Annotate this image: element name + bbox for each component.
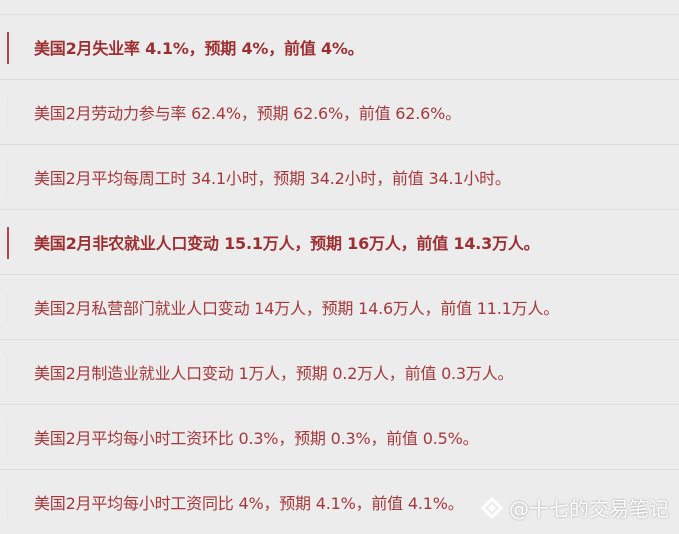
watermark: @十七的交易笔记 bbox=[481, 493, 669, 522]
list-item: 美国2月失业率 4.1%，预期 4%，前值 4%。 bbox=[0, 14, 679, 79]
accent-bar bbox=[7, 487, 8, 519]
accent-bar bbox=[7, 292, 8, 324]
item-text: 美国2月失业率 4.1%，预期 4%，前值 4%。 bbox=[34, 39, 364, 58]
item-text: 美国2月制造业就业人口变动 1万人，预期 0.2万人，前值 0.3万人。 bbox=[34, 364, 514, 383]
list-item: 美国2月制造业就业人口变动 1万人，预期 0.2万人，前值 0.3万人。 bbox=[0, 339, 679, 404]
item-text: 美国2月劳动力参与率 62.4%，预期 62.6%，前值 62.6%。 bbox=[34, 104, 461, 123]
accent-bar bbox=[7, 162, 8, 194]
diamond-logo-icon bbox=[481, 496, 503, 519]
list-item: 美国2月非农就业人口变动 15.1万人，预期 16万人，前值 14.3万人。 bbox=[0, 209, 679, 274]
item-text: 美国2月私营部门就业人口变动 14万人，预期 14.6万人，前值 11.1万人。 bbox=[34, 299, 560, 318]
data-list: 美国2月失业率 4.1%，预期 4%，前值 4%。 美国2月劳动力参与率 62.… bbox=[0, 14, 679, 534]
item-text: 美国2月平均每小时工资同比 4%，预期 4.1%，前值 4.1%。 bbox=[34, 494, 464, 513]
item-text: 美国2月平均每小时工资环比 0.3%，预期 0.3%，前值 0.5%。 bbox=[34, 429, 479, 448]
accent-bar bbox=[7, 357, 8, 389]
accent-bar bbox=[7, 32, 9, 64]
item-text: 美国2月非农就业人口变动 15.1万人，预期 16万人，前值 14.3万人。 bbox=[34, 234, 540, 253]
accent-bar bbox=[7, 227, 9, 259]
item-text: 美国2月平均每周工时 34.1小时，预期 34.2小时，前值 34.1小时。 bbox=[34, 169, 511, 188]
accent-bar bbox=[7, 97, 8, 129]
list-item: 美国2月平均每小时工资同比 4%，预期 4.1%，前值 4.1%。 bbox=[0, 469, 679, 534]
list-item: 美国2月平均每周工时 34.1小时，预期 34.2小时，前值 34.1小时。 bbox=[0, 144, 679, 209]
watermark-text: @十七的交易笔记 bbox=[509, 497, 669, 521]
accent-bar bbox=[7, 422, 8, 454]
list-item: 美国2月私营部门就业人口变动 14万人，预期 14.6万人，前值 11.1万人。 bbox=[0, 274, 679, 339]
list-item: 美国2月平均每小时工资环比 0.3%，预期 0.3%，前值 0.5%。 bbox=[0, 404, 679, 469]
list-item: 美国2月劳动力参与率 62.4%，预期 62.6%，前值 62.6%。 bbox=[0, 79, 679, 144]
